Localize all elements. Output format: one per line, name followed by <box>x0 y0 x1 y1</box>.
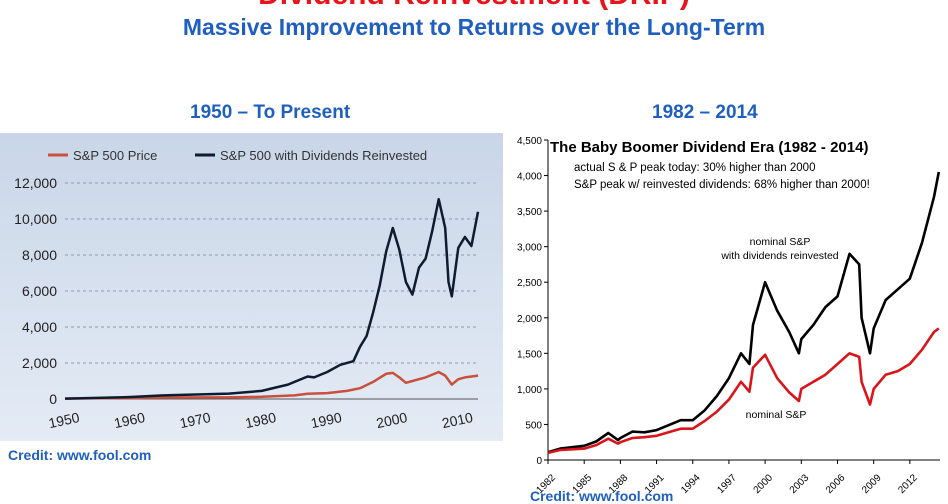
y-tick-label: 4,000 <box>22 319 57 335</box>
y-tick-label: 2,000 <box>22 355 57 371</box>
x-tick-label: 1960 <box>113 409 147 431</box>
legend-label-dividends: S&P 500 with Dividends Reinvested <box>220 148 427 163</box>
y-tick-label: 3,500 <box>517 207 542 218</box>
annotation-dividend-peak: S&P peak w/ reinvested dividends: 68% hi… <box>574 179 870 191</box>
legend-label-price: S&P 500 Price <box>73 148 157 163</box>
y-tick-label: 12,000 <box>14 175 57 191</box>
series-line-dividends <box>64 197 480 400</box>
x-tick-label: 1997 <box>715 472 739 496</box>
left-chart-heading: 1950 – To Present <box>190 102 351 123</box>
x-tick-label: 2003 <box>788 472 812 496</box>
label-dividends-line-1: nominal S&P <box>750 236 811 248</box>
series-line-dividends-reinvested <box>547 171 941 454</box>
x-tick-label: 1950 <box>47 409 81 431</box>
y-tick-label: 1,000 <box>517 385 542 396</box>
y-tick-label: 3,000 <box>517 243 542 254</box>
y-tick-label: 8,000 <box>22 247 57 263</box>
y-tick-label: 6,000 <box>22 283 57 299</box>
right-chart: 0 500 1,000 1,500 2,000 2,500 3,000 3,500 4,000 4… <box>517 136 941 496</box>
y-tick-label: 500 <box>525 420 542 431</box>
left-chart-background <box>0 133 503 441</box>
y-tick-label: 2,500 <box>517 278 542 289</box>
x-tick-label: 1970 <box>178 409 212 431</box>
series-line-nominal <box>547 327 940 455</box>
left-credit: Credit: www.fool.com <box>8 447 152 463</box>
y-tick-label: 0 <box>49 391 57 407</box>
x-tick-label: 1990 <box>309 409 343 431</box>
x-tick-label: 2009 <box>860 472 884 496</box>
right-chart-heading: 1982 – 2014 <box>652 102 758 123</box>
x-tick-label: 2010 <box>440 409 474 431</box>
x-tick-label: 1980 <box>244 409 278 431</box>
y-tick-label: 0 <box>536 456 542 467</box>
series-line-price <box>64 370 479 400</box>
x-tick-label: 2000 <box>375 409 409 431</box>
subtitle: Massive Improvement to Returns over the … <box>182 14 766 40</box>
main-title: Dividend Reinvestment (DRIP) <box>0 0 948 12</box>
y-tick-label: 4,500 <box>517 136 542 147</box>
x-tick-label: 2000 <box>752 472 776 496</box>
x-tick-label: 2006 <box>824 472 848 496</box>
right-chart-title: The Baby Boomer Dividend Era (1982 - 201… <box>550 139 868 156</box>
y-tick-label: 1,500 <box>517 349 542 360</box>
label-dividends-line-2: with dividends reinvested <box>720 250 838 262</box>
y-tick-label: 2,000 <box>517 314 542 325</box>
label-nominal: nominal S&P <box>746 409 807 421</box>
annotation-actual-peak: actual S & P peak today: 30% higher than… <box>574 162 815 174</box>
left-chart: 0 2,000 4,000 6,000 8,000 10,000 12,000 1950 196… <box>0 133 503 441</box>
y-tick-label: 4,000 <box>517 172 542 183</box>
x-tick-label: 2012 <box>896 472 920 496</box>
y-tick-label: 10,000 <box>14 211 57 227</box>
x-tick-label: 1994 <box>679 472 703 496</box>
right-credit: Credit: www.fool.com <box>530 488 674 504</box>
